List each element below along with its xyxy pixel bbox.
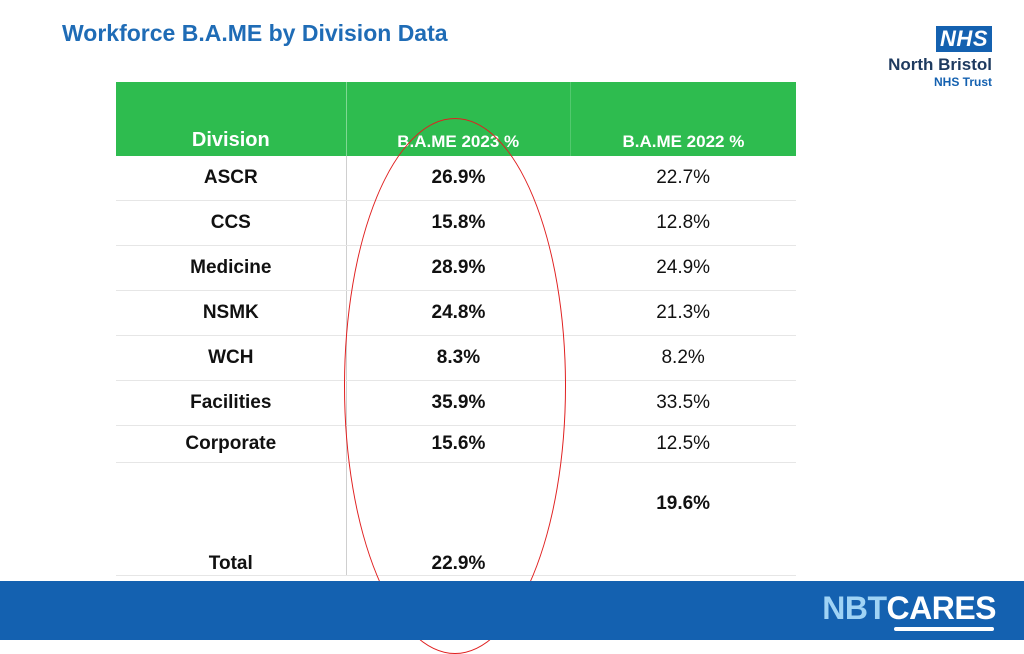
bame-table-container: Division B.A.ME 2023 % B.A.ME 2022 % ASC… (116, 82, 796, 576)
bame-table: Division B.A.ME 2023 % B.A.ME 2022 % ASC… (116, 82, 796, 576)
table-header-row: Division B.A.ME 2023 % B.A.ME 2022 % (116, 82, 796, 156)
table-row: Medicine 28.9% 24.9% (116, 245, 796, 291)
bame-2022-cell: 8.2% (570, 335, 796, 381)
bame-2022-cell: 12.8% (570, 200, 796, 246)
division-cell: NSMK (116, 290, 347, 336)
logo-org-name: North Bristol (888, 55, 992, 74)
bame-2022-cell: 33.5% (570, 380, 796, 426)
bame-2023-cell: 35.9% (346, 380, 571, 426)
table-row: Facilities 35.9% 33.5% (116, 380, 796, 426)
bame-2022-cell: 21.3% (570, 290, 796, 336)
bame-2023-cell: 26.9% (346, 156, 571, 201)
division-cell: Facilities (116, 380, 347, 426)
table-row: WCH 8.3% 8.2% (116, 335, 796, 381)
division-cell: WCH (116, 335, 347, 381)
table-row: Corporate 15.6% 12.5% (116, 425, 796, 463)
table-row: CCS 15.8% 12.8% (116, 200, 796, 246)
nbtcares-logo: NBTCARES (822, 590, 996, 626)
total-label-cell: Total (116, 462, 347, 576)
bame-2023-cell: 15.6% (346, 425, 571, 463)
division-cell: Corporate (116, 425, 347, 463)
bame-2022-cell: 24.9% (570, 245, 796, 291)
bame-2023-cell: 8.3% (346, 335, 571, 381)
footer-band (0, 581, 1024, 640)
total-2022-cell: 19.6% (570, 462, 796, 576)
table-row: NSMK 24.8% 21.3% (116, 290, 796, 336)
bame-2023-cell: 28.9% (346, 245, 571, 291)
brand-prefix: NBT (822, 590, 887, 626)
bame-2022-cell: 12.5% (570, 425, 796, 463)
page-title: Workforce B.A.ME by Division Data (62, 20, 448, 46)
division-cell: ASCR (116, 156, 347, 201)
division-cell: Medicine (116, 245, 347, 291)
nhs-logo-mark: NHS (936, 26, 992, 52)
header-bame-2022: B.A.ME 2022 % (569, 82, 796, 156)
header-bame-2023: B.A.ME 2023 % (345, 82, 571, 156)
bame-2022-cell: 22.7% (570, 156, 796, 201)
table-row: ASCR 26.9% 22.7% (116, 156, 796, 201)
total-2023-value: 22.9% (431, 553, 486, 574)
nhs-logo: NHS North Bristol NHS Trust (872, 26, 992, 90)
total-2023-cell: 22.9% (346, 462, 571, 576)
logo-trust-name: NHS Trust (933, 75, 992, 89)
bame-2023-cell: 24.8% (346, 290, 571, 336)
bame-2023-cell: 15.8% (346, 200, 571, 246)
division-cell: CCS (116, 200, 347, 246)
brand-suffix: CARES (886, 590, 996, 626)
header-division: Division (191, 129, 270, 151)
brand-underline (894, 627, 994, 631)
total-label: Total (208, 553, 253, 574)
table-total-row: Total 22.9% 19.6% (116, 462, 796, 576)
